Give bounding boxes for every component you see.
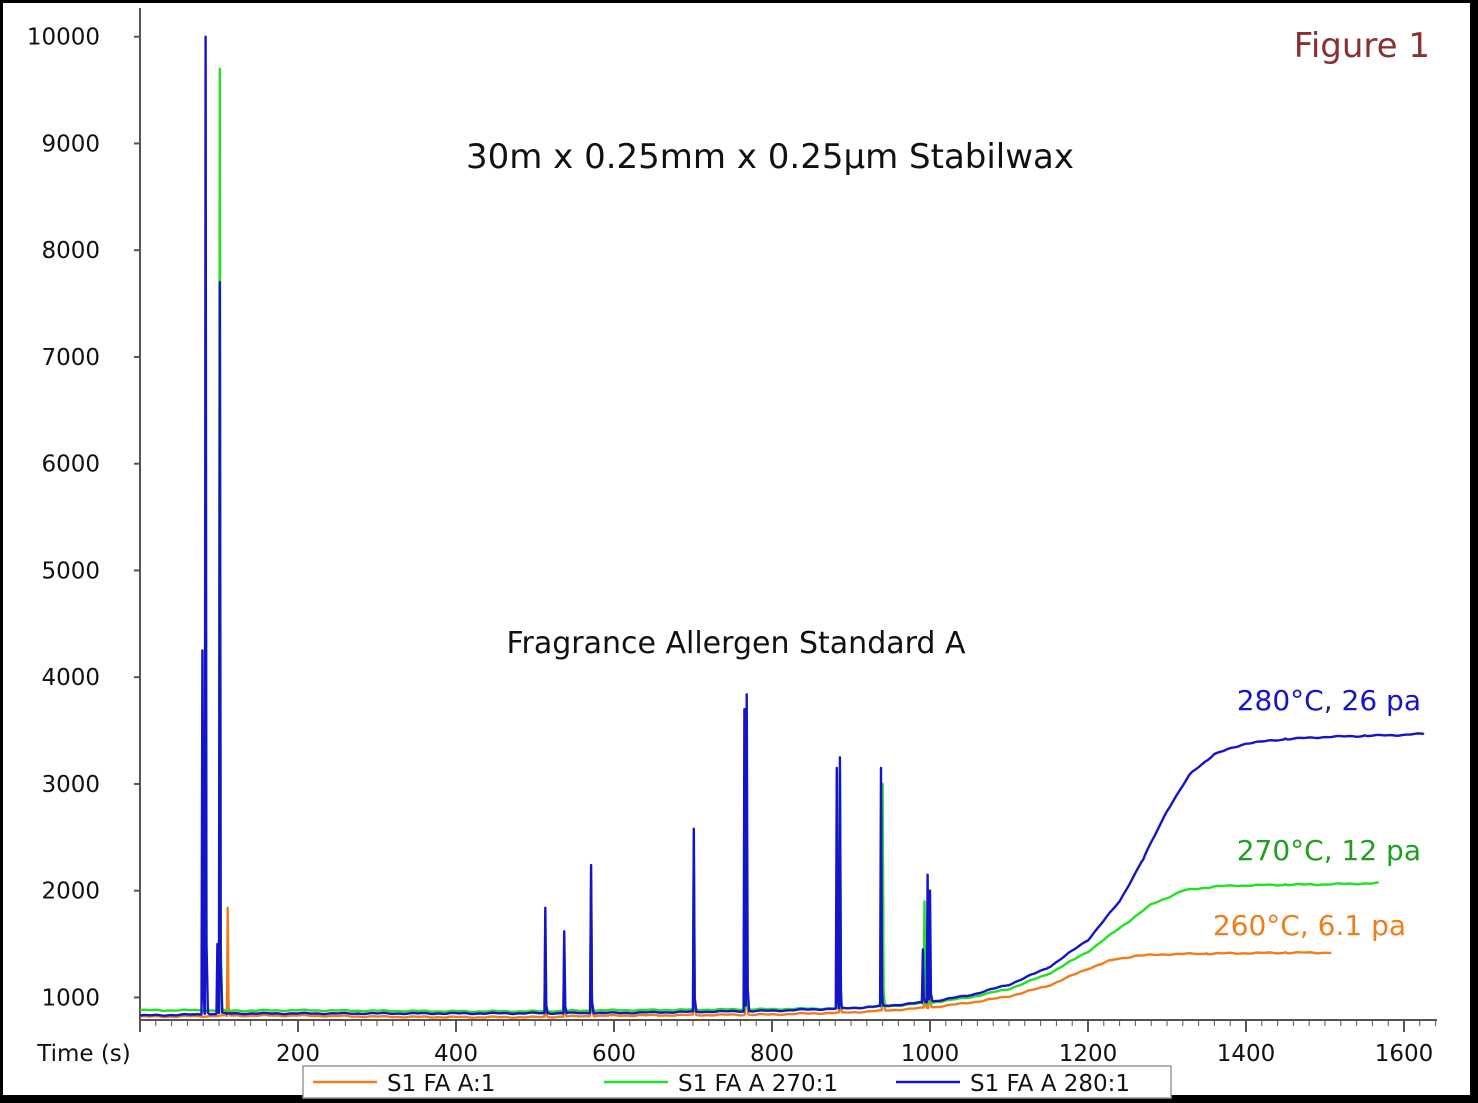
legend-box	[302, 1065, 1172, 1099]
chart-title: 30m x 0.25mm x 0.25µm Stabilwax	[466, 137, 1074, 177]
y-tick-label: 2000	[41, 879, 100, 905]
y-tick-label: 4000	[41, 665, 100, 691]
series-annotation-3: 280°C, 26 pa	[1237, 684, 1421, 717]
series-annotation-2: 270°C, 12 pa	[1237, 834, 1421, 867]
legend-entry-1: S1 FA A:1	[387, 1071, 495, 1097]
legend-entry-2: S1 FA A 270:1	[678, 1071, 838, 1097]
y-tick-label: 1000	[41, 985, 100, 1011]
x-tick-label: 1200	[1059, 1041, 1118, 1067]
legend: S1 FA A:1 S1 FA A 270:1 S1 FA A 280:1	[302, 1065, 1172, 1099]
x-axis-label: Time (s)	[36, 1041, 131, 1067]
axes: 1000 2000 3000 4000 5000 6000 7000 8000 9000 1000…	[27, 8, 1437, 1067]
y-tick-label: 10000	[27, 25, 100, 51]
y-tick-label: 3000	[41, 772, 100, 798]
x-tick-label: 800	[750, 1041, 794, 1067]
labels: 30m x 0.25mm x 0.25µm Stabilwax Fragranc…	[466, 26, 1430, 942]
x-tick-label: 1400	[1217, 1041, 1276, 1067]
legend-entry-3: S1 FA A 280:1	[970, 1071, 1130, 1097]
figure-label: Figure 1	[1294, 26, 1430, 66]
series-line-2	[139, 67, 1379, 1014]
x-tick-label: 600	[592, 1041, 636, 1067]
series-line-3	[139, 35, 1425, 1017]
series-annotation-1: 260°C, 6.1 pa	[1213, 909, 1406, 942]
y-tick-label: 8000	[41, 238, 100, 264]
chart-subtitle: Fragrance Allergen Standard A	[506, 626, 966, 661]
x-tick-label: 1600	[1375, 1041, 1434, 1067]
x-tick-label: 200	[276, 1041, 320, 1067]
y-tick-label: 5000	[41, 558, 100, 584]
y-tick-label: 6000	[41, 452, 100, 478]
series-line-1	[139, 755, 1332, 1020]
x-tick-label: 1000	[901, 1041, 960, 1067]
traces	[139, 35, 1425, 1020]
y-tick-label: 9000	[41, 131, 100, 157]
x-tick-label: 400	[434, 1041, 478, 1067]
y-tick-label: 7000	[41, 345, 100, 371]
